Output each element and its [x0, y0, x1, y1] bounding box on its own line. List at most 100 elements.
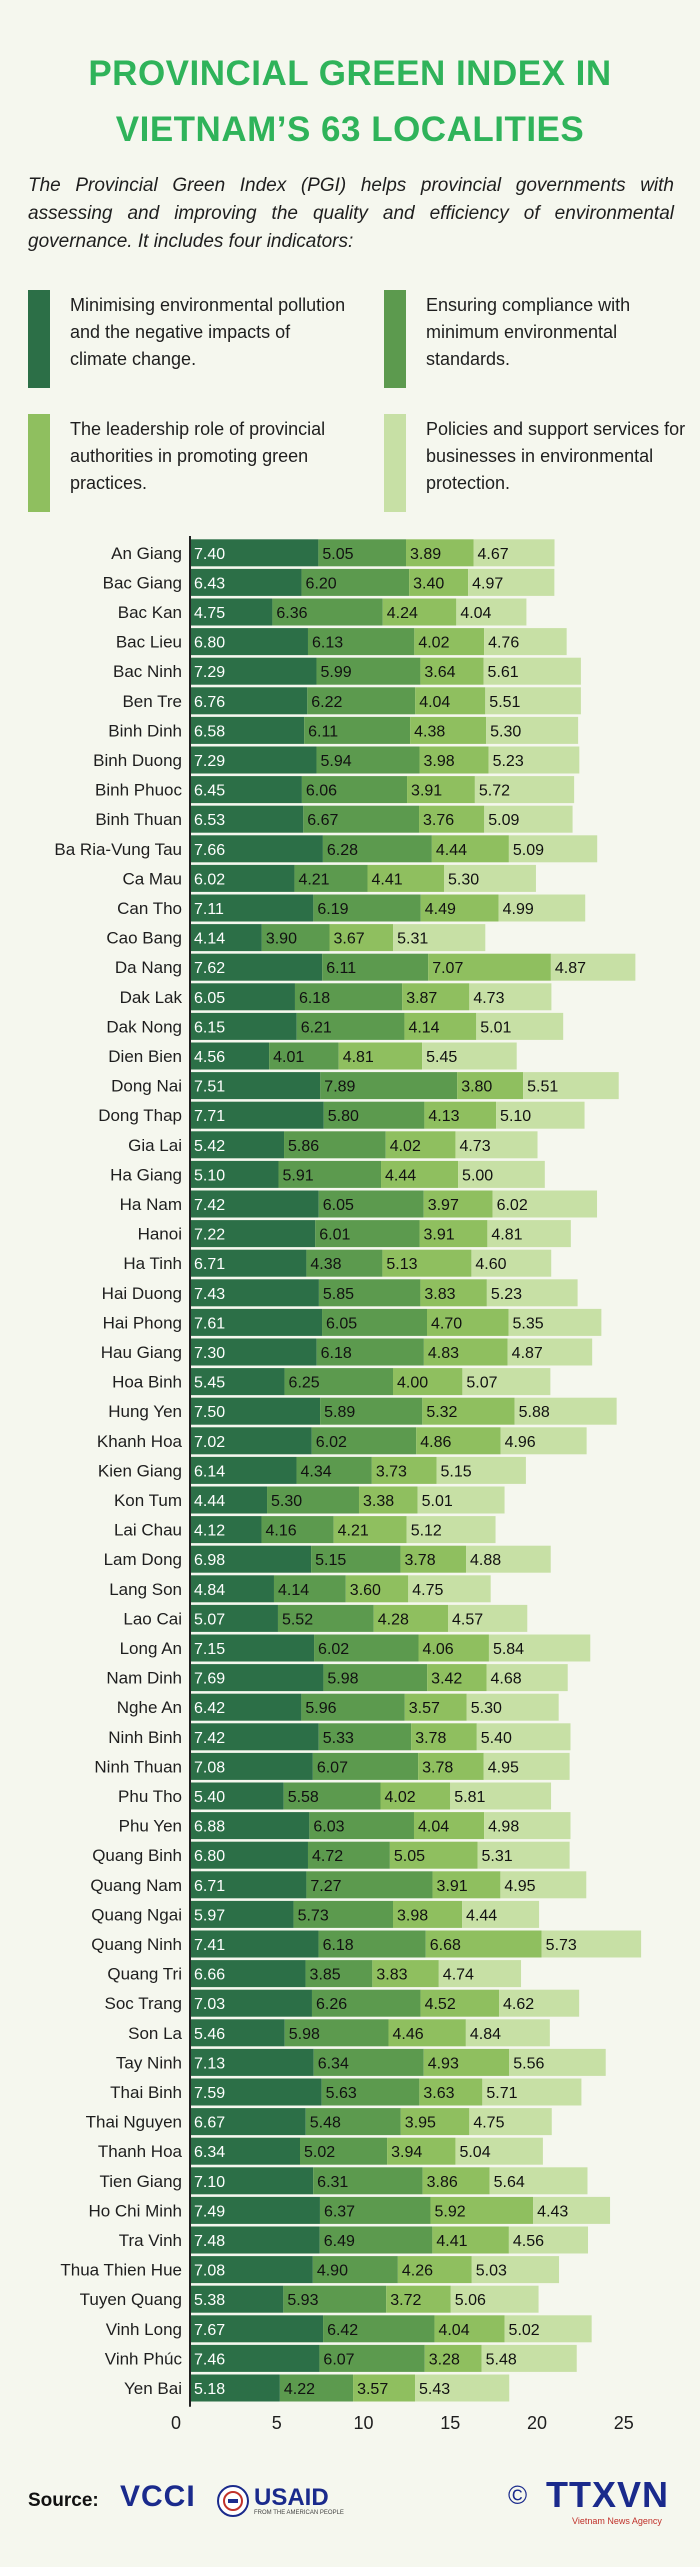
bar-segment — [311, 1545, 401, 1573]
bar-segment — [422, 1397, 515, 1425]
bar-segment — [312, 1752, 419, 1780]
data-label: 4.46 — [392, 2026, 423, 2043]
legend-label: Minimising environmental pollution and t… — [70, 295, 346, 369]
category-label: Ba Ria-Vung Tau — [54, 840, 182, 859]
data-label: 4.68 — [491, 1671, 522, 1688]
data-label: 6.43 — [194, 575, 225, 592]
data-label: 5.07 — [466, 1375, 497, 1392]
bar-segment — [550, 953, 636, 981]
category-label: Son La — [128, 2024, 182, 2043]
category-label: Hau Giang — [101, 1343, 182, 1362]
data-label: 5.92 — [434, 2203, 465, 2220]
data-label: 3.76 — [423, 812, 454, 829]
bar-segment — [456, 598, 527, 626]
data-label: 4.44 — [385, 1167, 416, 1184]
data-label: 5.48 — [310, 2115, 341, 2132]
bar-segment — [455, 2137, 543, 2165]
bar-segment — [420, 1989, 500, 2017]
data-label: 5.64 — [494, 2174, 525, 2191]
data-label: 4.95 — [504, 1878, 535, 1895]
data-label: 4.95 — [488, 1759, 519, 1776]
bar-segment — [190, 1841, 308, 1869]
category-label: Bac Kan — [118, 603, 182, 622]
bar-segment — [387, 2137, 456, 2165]
data-label: 5.99 — [320, 664, 351, 681]
bar-segment — [380, 1782, 451, 1810]
category-label: Hoa Binh — [112, 1373, 182, 1392]
bar-segment — [283, 1782, 381, 1810]
bar-segment — [190, 657, 317, 685]
bar-segment — [318, 1723, 412, 1751]
bar-segment — [293, 1900, 393, 1928]
intro-text: The Provincial Green Index (PGI) helps p… — [28, 175, 674, 252]
data-label: 5.06 — [455, 2292, 486, 2309]
category-label: Lang Son — [109, 1580, 182, 1599]
data-label: 5.05 — [322, 546, 353, 563]
data-label: 4.73 — [459, 1138, 490, 1155]
ttxvn-logo: TTXVN — [546, 2474, 670, 2515]
data-label: 4.96 — [505, 1434, 536, 1451]
bar-segment — [419, 805, 485, 833]
data-label: 4.76 — [488, 635, 519, 652]
bar-segment — [382, 598, 457, 626]
bar-segment — [400, 2108, 470, 2136]
data-label: 6.80 — [194, 635, 225, 652]
bar-segment — [318, 1190, 424, 1218]
data-label: 7.51 — [194, 1079, 225, 1096]
data-label: 5.98 — [327, 1671, 358, 1688]
category-label: Ha Nam — [120, 1195, 182, 1214]
bar-segment — [486, 1279, 578, 1307]
data-label: 4.72 — [312, 1848, 343, 1865]
bar-segment — [261, 924, 330, 952]
bar-segment — [420, 1279, 487, 1307]
data-label: 4.73 — [473, 990, 504, 1007]
data-label: 6.67 — [307, 812, 338, 829]
data-label: 4.84 — [194, 1582, 225, 1599]
data-label: 4.87 — [555, 960, 586, 977]
bar-segment — [423, 1338, 508, 1366]
bar-segment — [323, 1101, 425, 1129]
data-label: 5.10 — [194, 1167, 225, 1184]
data-label: 4.90 — [317, 2263, 348, 2280]
bar-segment — [313, 2167, 423, 2195]
bar-segment — [314, 1634, 419, 1662]
data-label: 6.02 — [497, 1197, 528, 1214]
data-label: 4.21 — [298, 871, 329, 888]
bar-segment — [190, 1397, 321, 1425]
data-label: 5.97 — [194, 1907, 225, 1924]
bar-segment — [466, 1693, 559, 1721]
data-label: 5.15 — [315, 1552, 346, 1569]
bar-segment — [508, 2226, 589, 2254]
bar-segment — [432, 2226, 509, 2254]
category-label: Quang Binh — [92, 1846, 182, 1865]
category-label: Dong Thap — [98, 1106, 182, 1125]
usaid-seal-icon — [217, 2485, 249, 2517]
data-label: 6.18 — [299, 990, 330, 1007]
data-label: 6.22 — [311, 694, 342, 711]
bar-segment — [190, 1338, 317, 1366]
data-label: 4.26 — [402, 2263, 433, 2280]
data-label: 3.80 — [461, 1079, 492, 1096]
category-label: Khanh Hoa — [97, 1432, 183, 1451]
data-label: 6.11 — [326, 960, 356, 977]
bar-segment — [438, 1960, 522, 1988]
data-label: 6.34 — [194, 2144, 225, 2161]
category-label: Ninh Binh — [108, 1728, 182, 1747]
data-label: 5.07 — [194, 1611, 225, 1628]
data-label: 4.14 — [408, 1019, 439, 1036]
bar-segment — [431, 835, 509, 863]
data-label: 6.02 — [318, 1641, 349, 1658]
bar-segment — [307, 628, 415, 656]
data-label: 7.15 — [194, 1641, 225, 1658]
bar-segment — [318, 539, 407, 567]
data-label: 4.83 — [428, 1345, 459, 1362]
bar-segment — [462, 1368, 551, 1396]
data-label: 4.44 — [194, 1493, 225, 1510]
bar-segment — [190, 1516, 262, 1544]
page-title: PROVINCIAL GREEN INDEX IN VIETNAM’S 63 L… — [88, 54, 612, 149]
bar-segment — [508, 835, 598, 863]
data-label: 5.31 — [481, 1848, 512, 1865]
data-label: 6.25 — [289, 1375, 320, 1392]
data-label: 6.58 — [194, 723, 225, 740]
data-label: 5.88 — [519, 1404, 550, 1421]
